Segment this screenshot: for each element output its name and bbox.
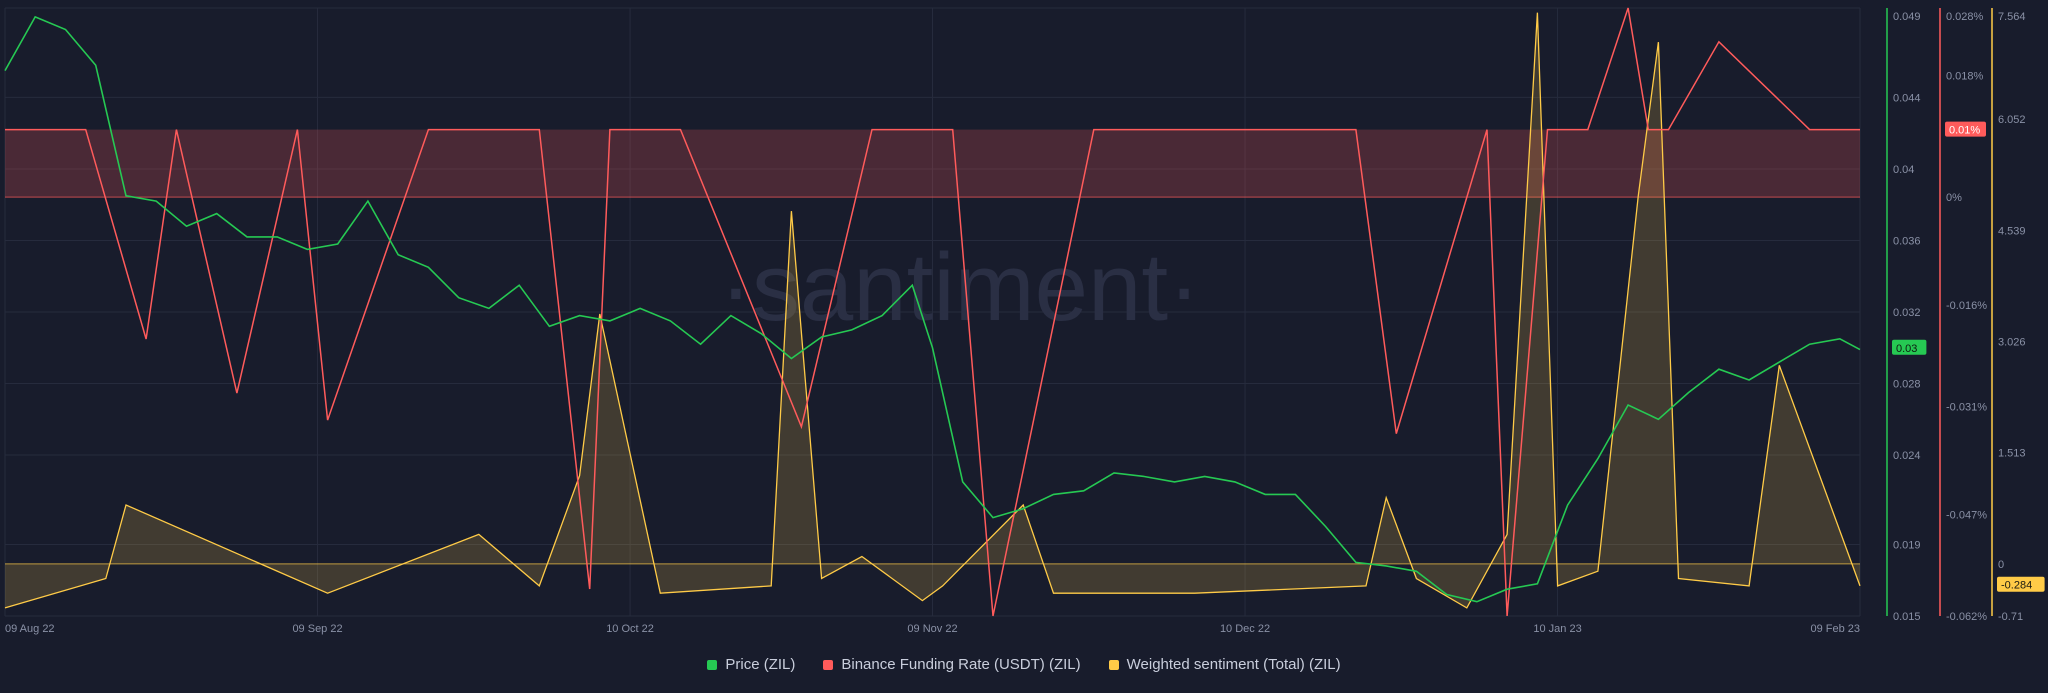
funding-swatch-icon <box>823 659 834 670</box>
sentiment-tick-label: 7.564 <box>1998 11 2026 23</box>
legend-item-price[interactable]: Price (ZIL) <box>707 656 795 673</box>
funding-current-badge-bg <box>1945 121 1986 137</box>
legend-label-sentiment: Weighted sentiment (Total) (ZIL) <box>1126 656 1341 673</box>
funding-tick-label: 0.018% <box>1946 71 1984 83</box>
santiment-chart: ·santiment· 09 Aug 22 09 Sep 22 10 Oct 22 0… <box>4 7 2045 635</box>
price-tick-label: 0.044 <box>1893 92 1921 104</box>
plot-area <box>4 7 1861 617</box>
funding-tick-label: -0.016% <box>1946 300 1987 312</box>
sentiment-line <box>4 12 1861 609</box>
price-tick-label: 0.032 <box>1893 307 1921 319</box>
watermark: ·santiment· <box>720 234 1200 341</box>
sentiment-tick-label: 1.513 <box>1998 448 2026 460</box>
sentiment-tick-label: 0 <box>1998 559 2004 571</box>
price-line <box>4 15 1861 603</box>
x-tick-label: 09 Nov 22 <box>907 623 957 635</box>
legend-label-price: Price (ZIL) <box>725 656 796 673</box>
price-current-badge: 0.03 <box>1896 343 1917 355</box>
x-tick-label: 09 Aug 22 <box>5 623 55 635</box>
sentiment-tick-label: 6.052 <box>1998 114 2026 126</box>
price-tick-label: 0.028 <box>1893 379 1921 391</box>
price-tick-label: 0.015 <box>1893 611 1921 623</box>
legend-item-sentiment[interactable]: Weighted sentiment (Total) (ZIL) <box>1108 656 1341 673</box>
sentiment-area <box>5 12 1860 608</box>
price-swatch-icon <box>707 659 718 670</box>
funding-line <box>5 7 1860 617</box>
sentiment-tick-label: 3.026 <box>1998 336 2026 348</box>
x-tick-label: 09 Feb 23 <box>1810 623 1860 635</box>
x-tick-label: 10 Jan 23 <box>1533 623 1581 635</box>
x-tick-label: 10 Dec 22 <box>1220 623 1270 635</box>
sentiment-tick-label: 4.539 <box>1998 225 2026 237</box>
sentiment-current-badge-bg <box>1997 576 2045 592</box>
funding-tick-label: -0.031% <box>1946 402 1987 414</box>
legend-item-funding[interactable]: Binance Funding Rate (USDT) (ZIL) <box>823 656 1081 673</box>
price-tick-label: 0.04 <box>1893 164 1914 176</box>
price-tick-label: 0.024 <box>1893 450 1921 462</box>
funding-current-badge: 0.01% <box>1949 125 1980 137</box>
funding-tick-label: -0.062% <box>1946 611 1987 623</box>
axes: 09 Aug 22 09 Sep 22 10 Oct 22 09 Nov 22 10 D… <box>5 8 2045 635</box>
sentiment-swatch-icon <box>1108 659 1119 670</box>
legend: Price (ZIL) Binance Funding Rate (USDT) … <box>0 656 2048 673</box>
sentiment-current-badge: -0.284 <box>2001 580 2032 592</box>
price-tick-label: 0.036 <box>1893 235 1921 247</box>
x-tick-label: 10 Oct 22 <box>606 623 654 635</box>
funding-tick-label: 0% <box>1946 192 1962 204</box>
legend-label-funding: Binance Funding Rate (USDT) (ZIL) <box>841 656 1081 673</box>
price-current-badge-bg <box>1892 339 1927 355</box>
sentiment-tick-label: -0.71 <box>1998 611 2023 623</box>
funding-tick-label: 0.028% <box>1946 11 1984 23</box>
funding-baseline-band <box>5 129 1860 198</box>
price-tick-label: 0.049 <box>1893 11 1921 23</box>
price-tick-label: 0.019 <box>1893 539 1921 551</box>
x-tick-label: 09 Sep 22 <box>292 623 342 635</box>
funding-tick-label: -0.047% <box>1946 510 1987 522</box>
